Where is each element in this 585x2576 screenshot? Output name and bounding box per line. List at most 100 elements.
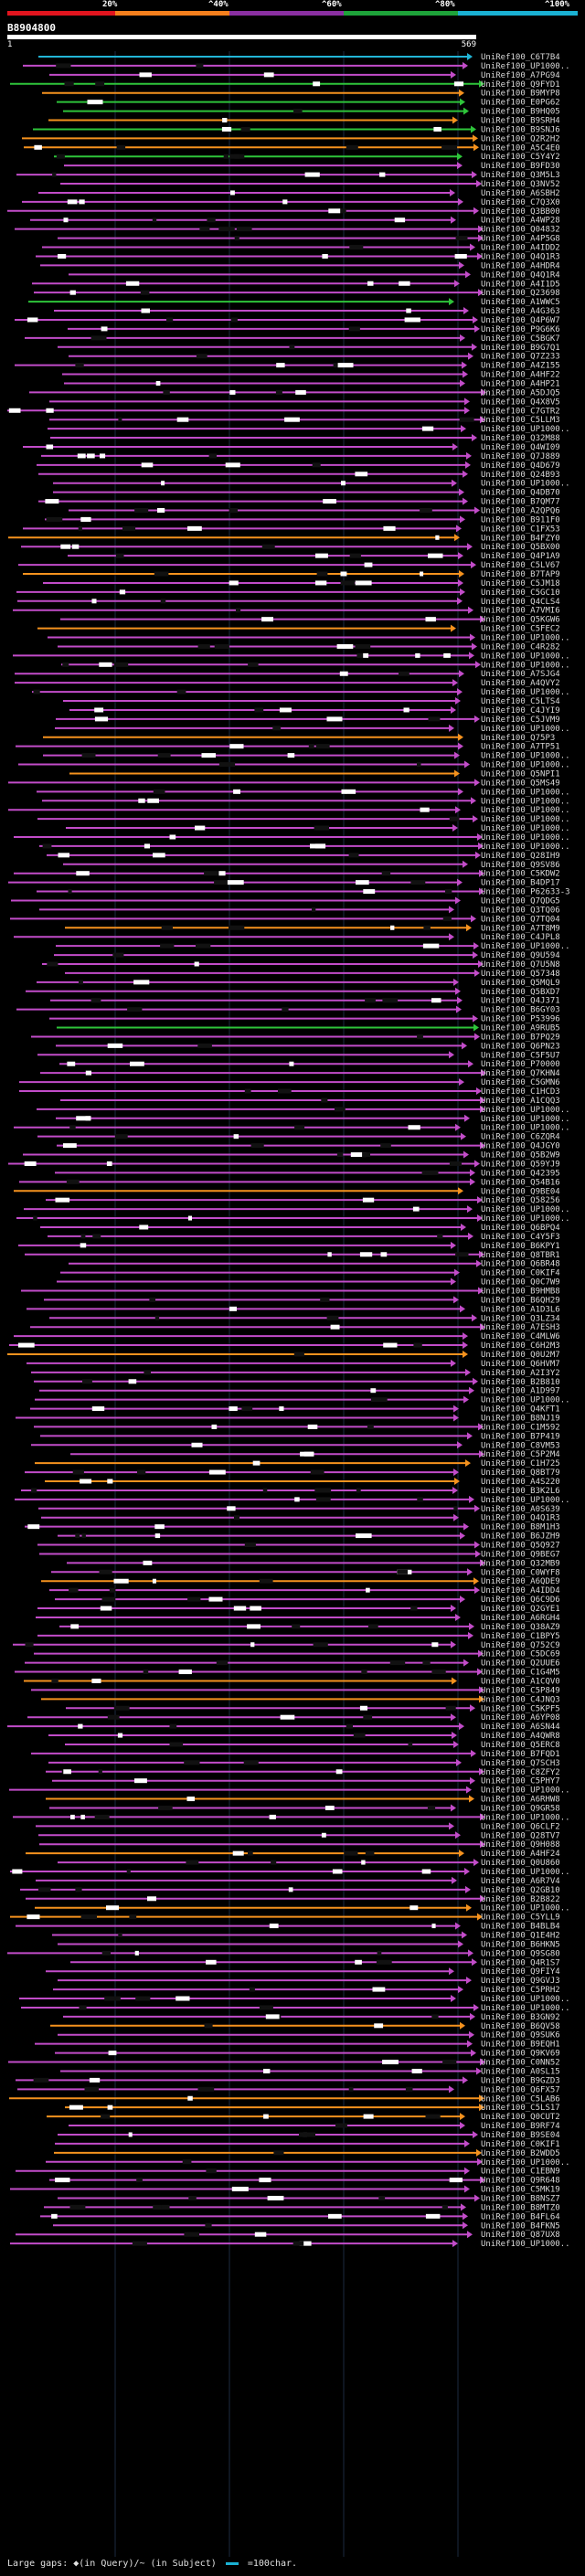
hit-id-link[interactable]: UniRef100_C1EBN9	[481, 2168, 560, 2177]
hit-row[interactable]: UniRef100_Q32MB9	[67, 1559, 560, 1568]
hit-id-link[interactable]: UniRef100_A1CQV0	[481, 1677, 560, 1686]
hit-row[interactable]: UniRef100_UP1000..	[14, 1123, 570, 1133]
hit-row[interactable]: UniRef100_Q7QDG5	[11, 896, 560, 906]
hit-id-link[interactable]: UniRef100_UP1000..	[481, 806, 570, 815]
hit-id-link[interactable]: UniRef100_Q9GR58	[481, 1804, 560, 1813]
hit-id-link[interactable]: UniRef100_B9FD30	[481, 162, 560, 171]
hit-id-link[interactable]: UniRef100_Q9H088	[481, 1840, 560, 1850]
hit-id-link[interactable]: UniRef100_C1H725	[481, 1459, 560, 1468]
hit-row[interactable]: UniRef100_C1FX53	[23, 525, 560, 534]
hit-id-link[interactable]: UniRef100_C5Y4Y2	[481, 153, 560, 162]
hit-id-link[interactable]: UniRef100_Q38AZ9	[481, 1623, 560, 1632]
hit-id-link[interactable]: UniRef100_C5PHY7	[481, 1777, 560, 1786]
hit-id-link[interactable]: UniRef100_C0KIF4	[481, 1269, 560, 1278]
hit-id-link[interactable]: UniRef100_B4DP17	[481, 879, 560, 888]
hit-row[interactable]: UniRef100_A7SJG4	[15, 670, 560, 679]
hit-id-link[interactable]: UniRef100_Q23698	[481, 289, 560, 298]
hit-id-link[interactable]: UniRef100_A5C4E0	[481, 143, 560, 153]
hit-row[interactable]: UniRef100_Q4J371	[50, 996, 560, 1006]
hit-row[interactable]: UniRef100_A1CQQ3	[60, 1096, 560, 1106]
hit-id-link[interactable]: UniRef100_C5P849	[481, 1686, 560, 1695]
hit-row[interactable]: UniRef100_C6T7B4	[38, 53, 560, 62]
hit-row[interactable]: UniRef100_Q28TV7	[38, 1831, 560, 1840]
hit-id-link[interactable]: UniRef100_UP1000..	[481, 1205, 570, 1214]
hit-row[interactable]: UniRef100_C1M592	[34, 1423, 560, 1432]
hit-row[interactable]: UniRef100_UP1000..	[19, 1995, 570, 2004]
hit-id-link[interactable]: UniRef100_C4JNQ3	[481, 1695, 560, 1704]
hit-row[interactable]: UniRef100_B6QH29	[44, 1296, 560, 1305]
hit-row[interactable]: UniRef100_C5BGK7	[25, 334, 560, 344]
hit-id-link[interactable]: UniRef100_A7ESH3	[481, 1323, 560, 1332]
hit-row[interactable]: UniRef100_C5Y4Y2	[54, 153, 560, 162]
hit-id-link[interactable]: UniRef100_Q9KV69	[481, 2050, 560, 2059]
hit-row[interactable]: UniRef100_A4Z155	[15, 361, 560, 371]
hit-id-link[interactable]: UniRef100_Q4DB70	[481, 489, 560, 498]
hit-row[interactable]: UniRef100_Q7KHN4	[40, 1069, 560, 1078]
hit-id-link[interactable]: UniRef100_B6QV58	[481, 2022, 560, 2031]
hit-id-link[interactable]: UniRef100_Q54B16	[481, 1178, 560, 1187]
hit-row[interactable]: UniRef100_C4JPL8	[14, 933, 560, 942]
hit-row[interactable]: UniRef100_B7PQ29	[31, 1033, 560, 1042]
hit-id-link[interactable]: UniRef100_C1BPY5	[481, 1632, 560, 1641]
hit-id-link[interactable]: UniRef100_UP1000..	[481, 1995, 570, 2004]
hit-row[interactable]: UniRef100_A1D997	[39, 1386, 560, 1396]
hit-id-link[interactable]: UniRef100_A6SBH2	[481, 189, 560, 198]
hit-id-link[interactable]: UniRef100_B9HQ05	[481, 108, 560, 117]
hit-row[interactable]: UniRef100_B4FZY0	[8, 534, 560, 543]
hit-id-link[interactable]: UniRef100_B9G7Q1	[481, 344, 560, 353]
hit-id-link[interactable]: UniRef100_C5KDW2	[481, 870, 560, 879]
hit-row[interactable]: UniRef100_C1H725	[35, 1459, 560, 1468]
hit-id-link[interactable]: UniRef100_Q0U2M7	[481, 1351, 560, 1360]
hit-id-link[interactable]: UniRef100_Q0CUT2	[481, 2113, 560, 2122]
hit-id-link[interactable]: UniRef100_B9RF74	[481, 2122, 560, 2131]
hit-id-link[interactable]: UniRef100_Q8TBR1	[481, 1251, 560, 1260]
hit-id-link[interactable]: UniRef100_Q3TQ06	[481, 906, 560, 915]
hit-row[interactable]: UniRef100_Q54B16	[19, 1178, 560, 1187]
hit-id-link[interactable]: UniRef100_C5DC69	[481, 1650, 560, 1659]
hit-id-link[interactable]: UniRef100_Q7SCH3	[481, 1759, 560, 1768]
hit-id-link[interactable]: UniRef100_UP1000..	[481, 1214, 570, 1224]
hit-row[interactable]: UniRef100_B9SNJ6	[33, 125, 560, 134]
hit-row[interactable]: UniRef100_C5LV67	[18, 561, 560, 570]
hit-row[interactable]: UniRef100_C5F5U7	[37, 1051, 560, 1060]
hit-id-link[interactable]: UniRef100_B911F0	[481, 515, 560, 525]
hit-id-link[interactable]: UniRef100_A7PG94	[481, 71, 560, 80]
hit-row[interactable]: UniRef100_C4Y5F3	[48, 1232, 560, 1242]
hit-id-link[interactable]: UniRef100_Q5Q927	[481, 1542, 560, 1551]
hit-row[interactable]: UniRef100_C5KPF5	[66, 1704, 560, 1713]
hit-row[interactable]: UniRef100_B2B810	[34, 1377, 560, 1387]
hit-row[interactable]: UniRef100_B2B822	[26, 1894, 560, 1904]
hit-row[interactable]: UniRef100_Q3M5L3	[16, 171, 560, 180]
hit-id-link[interactable]: UniRef100_Q4Q1R3	[481, 1514, 560, 1523]
hit-row[interactable]: UniRef100_A4I1D5	[32, 280, 560, 289]
hit-row[interactable]: UniRef100_B911F0	[45, 515, 560, 525]
hit-id-link[interactable]: UniRef100_Q4J371	[481, 997, 560, 1006]
hit-id-link[interactable]: UniRef100_B8NJ19	[481, 1415, 560, 1424]
hit-row[interactable]: UniRef100_Q5BXD7	[26, 987, 560, 997]
hit-id-link[interactable]: UniRef100_B9SNJ6	[481, 125, 560, 134]
hit-row[interactable]: UniRef100_UP1000..	[39, 842, 570, 852]
hit-row[interactable]: UniRef100_Q9BE04	[14, 1187, 560, 1196]
hit-id-link[interactable]: UniRef100_B7P419	[481, 1432, 560, 1441]
hit-id-link[interactable]: UniRef100_Q5MQL9	[481, 979, 560, 988]
hit-id-link[interactable]: UniRef100_B2B822	[481, 1895, 560, 1904]
hit-id-link[interactable]: UniRef100_Q0C7W9	[481, 1278, 560, 1288]
hit-id-link[interactable]: UniRef100_A4IDD4	[481, 1586, 560, 1595]
hit-row[interactable]: UniRef100_A1WWC5	[28, 298, 560, 307]
hit-row[interactable]: UniRef100_Q0U2M7	[7, 1350, 560, 1360]
hit-id-link[interactable]: UniRef100_A4Z155	[481, 362, 560, 371]
hit-row[interactable]: UniRef100_C5PHY7	[52, 1776, 560, 1786]
hit-row[interactable]: UniRef100_A0SL15	[60, 2067, 560, 2076]
hit-id-link[interactable]: UniRef100_A2I3Y2	[481, 1369, 560, 1378]
hit-row[interactable]: UniRef100_P53996	[49, 1014, 560, 1024]
hit-id-link[interactable]: UniRef100_A2QPQ6	[481, 507, 560, 516]
hit-row[interactable]: UniRef100_B9GZD3	[16, 2076, 560, 2085]
hit-row[interactable]: UniRef100_Q9GVJ3	[58, 1977, 560, 1986]
hit-id-link[interactable]: UniRef100_Q2GB10	[481, 1886, 560, 1895]
hit-row[interactable]: UniRef100_A6RHW8	[46, 1795, 560, 1805]
hit-row[interactable]: UniRef100_C4R282	[58, 642, 560, 652]
hit-id-link[interactable]: UniRef100_C1HCD3	[481, 1087, 560, 1097]
hit-row[interactable]: UniRef100_Q0CUT2	[47, 2113, 560, 2122]
hit-row[interactable]: UniRef100_B9HQ05	[63, 107, 560, 117]
hit-id-link[interactable]: UniRef100_C5KPF5	[481, 1704, 560, 1713]
